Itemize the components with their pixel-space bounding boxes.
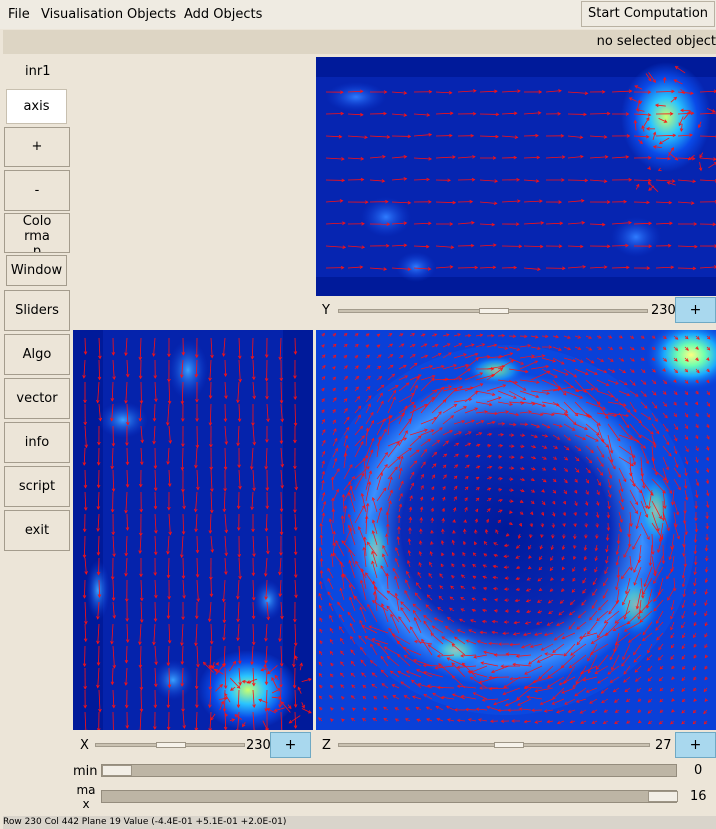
status-bar: no selected object	[3, 30, 716, 54]
x-slice-value: 230	[246, 738, 271, 753]
y-axis-label: Y	[322, 303, 330, 318]
max-range-slider[interactable]	[101, 790, 678, 803]
menu-visualisation[interactable]: Visualisation	[41, 7, 124, 22]
y-slice-slider[interactable]	[338, 308, 648, 314]
exit-button[interactable]: exit	[4, 510, 70, 551]
menu-objects[interactable]: Objects	[127, 7, 177, 22]
colormap-button[interactable]: Colo rma p	[4, 213, 70, 253]
info-button[interactable]: info	[4, 422, 70, 463]
status-text: no selected object	[596, 34, 716, 49]
footer-status: Row 230 Col 442 Plane 19 Value (-4.4E-01…	[3, 816, 716, 829]
view-y-canvas[interactable]	[316, 57, 716, 296]
min-value: 0	[694, 763, 703, 778]
min-slider-thumb[interactable]	[102, 765, 132, 776]
z-axis-label: Z	[322, 738, 331, 753]
vector-button[interactable]: vector	[4, 378, 70, 419]
z-slice-slider[interactable]	[338, 742, 650, 748]
window-button[interactable]: Window	[6, 255, 67, 286]
axis-button[interactable]: axis	[6, 89, 67, 124]
x-slice-slider[interactable]	[95, 742, 245, 748]
object-name-label: inr1	[25, 64, 51, 79]
menu-bar: File Visualisation Objects Add Objects S…	[0, 0, 716, 29]
zoom-in-button[interactable]: +	[4, 127, 70, 167]
view-z-canvas[interactable]	[316, 330, 716, 730]
y-slider-thumb[interactable]	[479, 308, 509, 314]
algo-button[interactable]: Algo	[4, 334, 70, 375]
max-slider-thumb[interactable]	[648, 791, 678, 802]
script-button[interactable]: script	[4, 466, 70, 507]
view-x-canvas[interactable]	[73, 330, 313, 730]
zoom-out-button[interactable]: -	[4, 170, 70, 211]
x-axis-label: X	[80, 738, 89, 753]
sliders-button[interactable]: Sliders	[4, 290, 70, 331]
y-slice-value: 230	[651, 303, 676, 318]
menu-file[interactable]: File	[8, 7, 30, 22]
max-label: ma x	[76, 783, 96, 811]
min-range-slider[interactable]	[101, 764, 677, 777]
start-computation-button[interactable]: Start Computation	[581, 1, 715, 27]
x-slider-thumb[interactable]	[156, 742, 186, 748]
x-plus-button[interactable]: +	[270, 732, 311, 758]
z-plus-button[interactable]: +	[675, 732, 716, 758]
z-slider-thumb[interactable]	[494, 742, 524, 748]
z-slice-value: 27	[655, 738, 672, 753]
menu-add-objects[interactable]: Add Objects	[184, 7, 263, 22]
y-plus-button[interactable]: +	[675, 297, 716, 323]
max-value: 16	[690, 789, 707, 804]
min-label: min	[73, 764, 98, 779]
